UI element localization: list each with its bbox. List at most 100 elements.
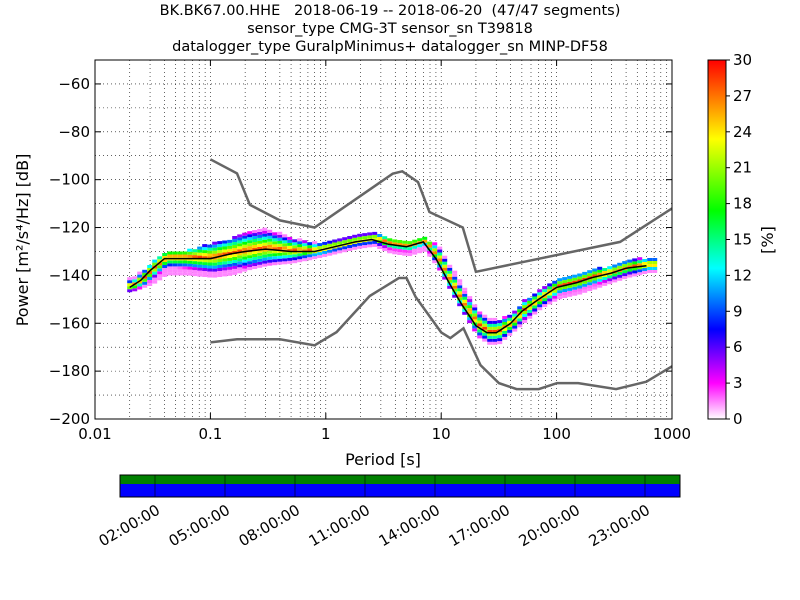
density-cell xyxy=(257,237,263,241)
density-cell xyxy=(382,248,388,252)
density-cell xyxy=(232,245,238,248)
density-cell xyxy=(412,239,418,243)
density-cell xyxy=(457,285,463,289)
density-cell xyxy=(362,233,368,237)
density-cell xyxy=(297,259,303,263)
density-cell xyxy=(167,263,173,267)
density-cell xyxy=(242,256,248,260)
density-cell xyxy=(287,236,293,240)
density-cell xyxy=(407,253,413,257)
density-cell xyxy=(607,266,613,270)
density-cell xyxy=(277,240,283,244)
density-cell xyxy=(212,265,218,269)
density-cell xyxy=(337,247,343,251)
noise-models xyxy=(129,158,672,391)
density-cell xyxy=(552,289,558,293)
density-cell xyxy=(337,238,343,242)
density-cell xyxy=(252,230,258,234)
y-tick-label: −60 xyxy=(58,75,90,93)
y-tick-label: −200 xyxy=(49,410,90,428)
density-cell xyxy=(652,258,658,261)
density-cell xyxy=(202,247,208,251)
density-cell xyxy=(622,264,628,268)
density-cell xyxy=(197,261,203,265)
density-cell xyxy=(282,237,288,241)
density-cell xyxy=(267,232,273,236)
density-cell xyxy=(537,307,543,311)
density-cell xyxy=(257,255,263,259)
time-tick-label: 08:00:00 xyxy=(236,501,303,550)
density-cell xyxy=(302,255,308,259)
density-cell xyxy=(467,311,473,315)
density-cell xyxy=(462,308,468,312)
density-cell xyxy=(652,267,658,270)
density-cell xyxy=(322,241,328,245)
density-cell xyxy=(407,250,413,254)
density-cell xyxy=(497,341,503,345)
density-cell xyxy=(517,318,523,322)
density-cell xyxy=(547,292,553,296)
density-cell xyxy=(242,262,248,266)
density-cell xyxy=(627,274,633,278)
density-cell xyxy=(397,240,403,243)
density-cell xyxy=(432,251,438,255)
density-cell xyxy=(602,282,608,286)
density-cell xyxy=(487,329,493,333)
density-cell xyxy=(587,270,593,274)
density-cell xyxy=(282,261,288,265)
density-cell xyxy=(237,264,243,268)
density-cell xyxy=(417,250,423,254)
density-cell xyxy=(512,328,518,332)
density-cell xyxy=(277,258,283,262)
time-tick-label: 23:00:00 xyxy=(586,501,653,550)
density-cell xyxy=(277,231,283,235)
density-cell xyxy=(432,245,438,249)
density-cell xyxy=(197,246,203,250)
density-cell xyxy=(487,317,493,321)
density-cell xyxy=(557,278,563,282)
density-cell xyxy=(212,259,218,263)
density-cell xyxy=(637,266,643,270)
density-cell xyxy=(577,291,583,295)
density-cell xyxy=(237,255,243,259)
density-cell xyxy=(297,238,303,242)
density-cell xyxy=(167,251,173,255)
density-cell xyxy=(237,258,243,262)
density-cell xyxy=(272,259,278,263)
density-cell xyxy=(202,274,208,277)
density-cell xyxy=(217,256,223,259)
density-cell xyxy=(507,332,513,336)
density-cell xyxy=(647,258,653,261)
density-cell xyxy=(252,254,258,257)
density-cell xyxy=(492,335,498,339)
density-cell xyxy=(192,249,198,253)
density-cell xyxy=(127,280,133,284)
density-cell xyxy=(247,258,253,262)
density-cell xyxy=(317,246,323,250)
density-cell xyxy=(147,265,153,268)
density-cell xyxy=(287,239,293,243)
density-cell xyxy=(412,245,418,249)
density-cell xyxy=(402,249,408,253)
density-cell xyxy=(572,289,578,293)
density-cell xyxy=(232,239,238,242)
density-cell xyxy=(602,279,608,283)
density-cell xyxy=(537,289,543,293)
density-cell xyxy=(462,293,468,297)
density-cell xyxy=(167,266,173,270)
density-cell xyxy=(512,325,518,329)
density-cell xyxy=(582,283,588,287)
density-cell xyxy=(482,332,488,336)
colorbar xyxy=(707,59,727,420)
density-cell xyxy=(377,237,383,240)
density-cell xyxy=(447,270,453,274)
density-cell xyxy=(262,239,268,243)
density-cell xyxy=(567,281,573,285)
density-cell xyxy=(162,273,168,277)
density-cell xyxy=(302,243,308,247)
density-cell xyxy=(297,256,303,260)
x-tick-label: 100 xyxy=(542,425,571,443)
density-cell xyxy=(172,260,178,264)
density-cell xyxy=(612,276,618,280)
